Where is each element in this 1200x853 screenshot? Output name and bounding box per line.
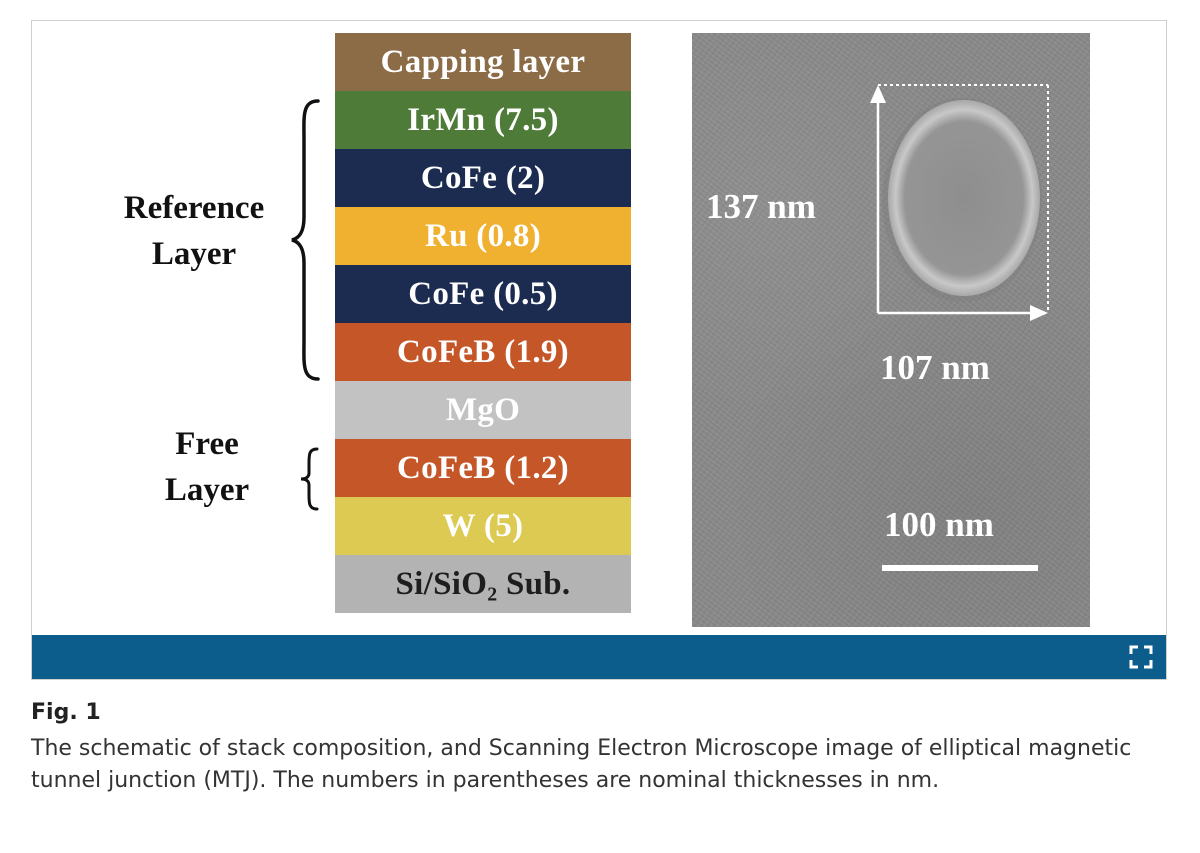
- free-layer-brace-icon: [300, 447, 319, 511]
- sem-width-label: 107 nm: [880, 348, 990, 387]
- free-layer-line-1: Free: [175, 426, 239, 462]
- layer-mgo: MgO: [335, 381, 631, 439]
- layer-stack: Capping layer IrMn (7.5) CoFe (2) Ru (0.…: [335, 33, 631, 613]
- reference-layer-line-2: Layer: [151, 236, 237, 272]
- sem-overlay: [870, 84, 1049, 321]
- layer-irmn: IrMn (7.5): [335, 91, 631, 149]
- figure-caption-text: The schematic of stack composition, and …: [31, 736, 1132, 793]
- layer-substrate: Si/SiO₂ Sub.: [335, 555, 631, 613]
- free-layer-line-2: Layer: [164, 472, 250, 508]
- figure-title: Fig. 1: [31, 700, 101, 725]
- figure-toolbar: [32, 635, 1166, 679]
- reference-layer-brace-icon: [291, 99, 320, 381]
- figure-caption: Fig. 1 The schematic of stack compositio…: [31, 700, 1171, 797]
- scale-bar: [882, 565, 1038, 571]
- layer-cofe-2: CoFe (2): [335, 149, 631, 207]
- layer-cofe-0-5: CoFe (0.5): [335, 265, 631, 323]
- layer-ru: Ru (0.8): [335, 207, 631, 265]
- sem-image: 137 nm 107 nm 100 nm: [692, 33, 1090, 627]
- reference-layer-label: Reference Layer: [104, 185, 284, 277]
- up-arrow-icon: [870, 85, 886, 103]
- reference-layer-line-1: Reference: [123, 190, 265, 226]
- expand-button[interactable]: [1128, 644, 1154, 670]
- figure-frame: Capping layer IrMn (7.5) CoFe (2) Ru (0.…: [31, 20, 1167, 680]
- sem-height-label: 137 nm: [706, 187, 816, 226]
- expand-icon: [1129, 645, 1153, 669]
- free-layer-label: Free Layer: [142, 421, 272, 513]
- sem-scale-label: 100 nm: [884, 505, 994, 544]
- layer-capping: Capping layer: [335, 33, 631, 91]
- layer-cofeb-1-9: CoFeB (1.9): [335, 323, 631, 381]
- layer-cofeb-1-2: CoFeB (1.2): [335, 439, 631, 497]
- right-arrow-icon: [1030, 305, 1048, 321]
- layer-w: W (5): [335, 497, 631, 555]
- mtj-pillar: [888, 100, 1040, 296]
